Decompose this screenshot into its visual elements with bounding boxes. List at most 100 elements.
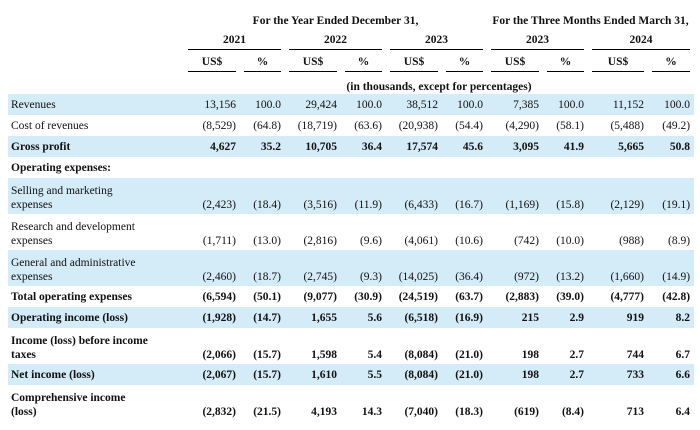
value-cell: (2,129) <box>588 178 649 214</box>
year-text: 2023 <box>390 33 484 50</box>
value-cell: (2,066) <box>202 349 236 361</box>
data-row: Research and development expenses (1,711)… <box>8 214 694 250</box>
value-cell: (10.6) <box>455 235 484 247</box>
value-cell: (49.2) <box>662 119 691 132</box>
value-cell: (24,519) <box>398 290 438 303</box>
value-cell: (9.6) <box>359 235 382 247</box>
data-row: Comprehensive income (loss) (2,832) (21.5)… <box>8 385 694 421</box>
data-row: Revenues 13,156 100.0 29,424 100.0 38,512 100.… <box>8 94 695 115</box>
value-cell: 1,598 <box>311 349 337 361</box>
row-label: Net income (loss) <box>8 364 184 385</box>
value-cell: (4,290) <box>505 119 540 132</box>
value-cell: 45.6 <box>442 136 488 157</box>
value-cell: (54.4) <box>455 119 484 132</box>
value-cell: (14.9) <box>648 250 695 286</box>
value-cell: (2,816) <box>303 235 337 247</box>
value-cell: (11.9) <box>341 178 386 214</box>
value-cell: 13,156 <box>184 94 240 115</box>
year-header: 2023 <box>386 28 487 50</box>
unit-row: US$% US$% US$% US$% US$% <box>8 50 694 72</box>
value-cell: (39.0) <box>556 290 585 303</box>
value-cell: 41.9 <box>543 136 589 157</box>
value-cell: 100.0 <box>341 94 386 115</box>
unit-header: US$ <box>184 50 240 72</box>
value-cell: 1,655 <box>285 307 341 328</box>
value-cell: 2.9 <box>543 307 589 328</box>
value-cell: (18.7) <box>240 250 285 286</box>
unit-text: % <box>244 55 281 72</box>
data-row: Operating income (loss) (1,928) (14.7) 1,65… <box>8 307 695 328</box>
value-cell: 100.0 <box>442 94 488 115</box>
year-text: 2022 <box>289 33 382 50</box>
value-cell: 4,193 <box>311 406 337 418</box>
value-cell: (15.8) <box>543 178 589 214</box>
note-row: (in thousands, except for percentages) <box>8 72 694 94</box>
value-cell: (2,745) <box>285 250 341 286</box>
value-cell: (50.1) <box>253 290 281 303</box>
value-cell: (36.4) <box>442 250 488 286</box>
unit-header: US$ <box>487 50 543 72</box>
value-cell: (9.3) <box>341 250 386 286</box>
row-label: Cost of revenues <box>11 119 89 132</box>
value-cell: (3,516) <box>285 178 341 214</box>
unit-text: US$ <box>289 55 337 72</box>
value-cell: 38,512 <box>386 94 442 115</box>
unit-text: % <box>446 55 484 72</box>
unit-header: % <box>240 50 285 72</box>
value-cell: (14.7) <box>240 307 285 328</box>
value-cell: (742) <box>514 235 540 247</box>
year-text: 2024 <box>592 33 691 50</box>
value-cell: 10,705 <box>285 136 341 157</box>
value-cell: (21.0) <box>442 364 488 385</box>
row-label: Operating expenses: <box>11 161 111 174</box>
year-text: 2021 <box>188 33 281 50</box>
value-cell: 100.0 <box>543 94 589 115</box>
value-cell: (8.9) <box>667 235 691 247</box>
value-cell: (16.7) <box>442 178 488 214</box>
value-cell: 198 <box>521 349 540 361</box>
unit-header: % <box>442 50 487 72</box>
value-cell: 100.0 <box>648 94 695 115</box>
value-cell: (30.9) <box>354 290 382 303</box>
year-header: 2023 <box>487 28 588 50</box>
value-cell: 5.6 <box>341 307 386 328</box>
row-label: Gross profit <box>8 136 184 157</box>
data-row: Selling and marketing expenses (2,423) (18… <box>8 178 695 214</box>
value-cell: (15.7) <box>253 349 281 361</box>
value-cell: 5.5 <box>341 364 386 385</box>
unit-header: % <box>341 50 386 72</box>
unit-text: % <box>345 55 382 72</box>
value-cell: 713 <box>626 406 645 418</box>
value-cell: 36.4 <box>341 136 386 157</box>
value-cell: (5,488) <box>610 119 645 132</box>
year-header: 2022 <box>285 28 386 50</box>
unit-header: US$ <box>285 50 341 72</box>
value-cell: 6.7 <box>675 349 691 361</box>
value-cell: (2,067) <box>184 364 240 385</box>
data-row: General and administrative expenses (2,46… <box>8 250 695 286</box>
table-body: For the Year Ended December 31, For the T… <box>8 6 695 421</box>
value-cell: (8.4) <box>561 406 585 418</box>
value-cell: (4,777) <box>610 290 645 303</box>
value-cell: (2,460) <box>184 250 240 286</box>
value-cell: (4,061) <box>404 235 438 247</box>
value-cell: (19.1) <box>648 178 695 214</box>
value-cell: (1,711) <box>202 235 236 247</box>
value-cell: 6.4 <box>675 406 691 418</box>
value-cell: (6,518) <box>386 307 442 328</box>
value-cell: 100.0 <box>240 94 285 115</box>
value-cell: (9,077) <box>303 290 337 303</box>
value-cell: 919 <box>588 307 649 328</box>
value-cell: (619) <box>514 406 540 418</box>
data-row: Total operating expenses (6,594) (50.1) (9,… <box>8 286 694 307</box>
value-cell: (63.6) <box>354 119 382 132</box>
row-label: Revenues <box>8 94 184 115</box>
value-cell: (6,433) <box>386 178 442 214</box>
value-cell: 11,152 <box>588 94 649 115</box>
data-row: Cost of revenues (8,529) (64.8) (18,719) (63… <box>8 115 694 136</box>
unit-header: US$ <box>588 50 648 72</box>
unit-header: US$ <box>386 50 442 72</box>
period-header: For the Year Ended December 31, <box>184 6 487 28</box>
value-cell: 35.2 <box>240 136 285 157</box>
blank-cell <box>8 6 184 28</box>
